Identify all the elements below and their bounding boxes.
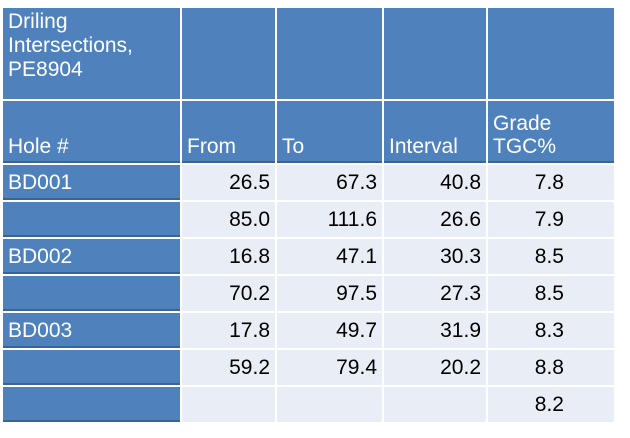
cell-from: 59.2 bbox=[182, 350, 275, 385]
cell-to bbox=[277, 387, 382, 422]
table-title: Driling Intersections, PE8904 bbox=[3, 8, 180, 99]
cell-grade: 7.9 bbox=[488, 202, 614, 237]
column-header-hole: Hole # bbox=[3, 101, 180, 163]
title-row-spacer-cell bbox=[277, 8, 382, 99]
column-header-to: To bbox=[277, 101, 382, 163]
cell-to: 79.4 bbox=[277, 350, 382, 385]
cell-interval: 26.6 bbox=[384, 202, 486, 237]
column-header-from: From bbox=[182, 101, 275, 163]
cell-hole-BD001: BD001 bbox=[3, 165, 180, 200]
cell-hole-BD003: BD003 bbox=[3, 313, 180, 348]
cell-hole bbox=[3, 350, 180, 385]
cell-grade: 8.5 bbox=[488, 276, 614, 311]
cell-interval: 30.3 bbox=[384, 239, 486, 274]
cell-hole-BD002: BD002 bbox=[3, 239, 180, 274]
column-header-grade-tgc: Grade TGC% bbox=[488, 101, 614, 163]
cell-from: 16.8 bbox=[182, 239, 275, 274]
cell-from: 17.8 bbox=[182, 313, 275, 348]
drilling-intersections-table: Driling Intersections, PE8904 Hole # Fro… bbox=[3, 8, 614, 422]
title-row-spacer-cell bbox=[182, 8, 275, 99]
cell-grade: 8.2 bbox=[488, 387, 614, 422]
cell-grade: 7.8 bbox=[488, 165, 614, 200]
cell-from: 85.0 bbox=[182, 202, 275, 237]
cell-interval: 27.3 bbox=[384, 276, 486, 311]
title-row-spacer-cell bbox=[384, 8, 486, 99]
cell-hole bbox=[3, 202, 180, 237]
cell-grade: 8.3 bbox=[488, 313, 614, 348]
cell-interval: 31.9 bbox=[384, 313, 486, 348]
cell-to: 47.1 bbox=[277, 239, 382, 274]
cell-to: 49.7 bbox=[277, 313, 382, 348]
cell-grade: 8.5 bbox=[488, 239, 614, 274]
cell-hole bbox=[3, 276, 180, 311]
cell-hole bbox=[3, 387, 180, 422]
cell-from: 26.5 bbox=[182, 165, 275, 200]
cell-interval bbox=[384, 387, 486, 422]
cell-interval: 40.8 bbox=[384, 165, 486, 200]
cell-to: 97.5 bbox=[277, 276, 382, 311]
cell-from: 70.2 bbox=[182, 276, 275, 311]
cell-to: 111.6 bbox=[277, 202, 382, 237]
cell-grade: 8.8 bbox=[488, 350, 614, 385]
title-row-spacer-cell bbox=[488, 8, 614, 99]
cell-interval: 20.2 bbox=[384, 350, 486, 385]
column-header-interval: Interval bbox=[384, 101, 486, 163]
cell-to: 67.3 bbox=[277, 165, 382, 200]
cell-from bbox=[182, 387, 275, 422]
